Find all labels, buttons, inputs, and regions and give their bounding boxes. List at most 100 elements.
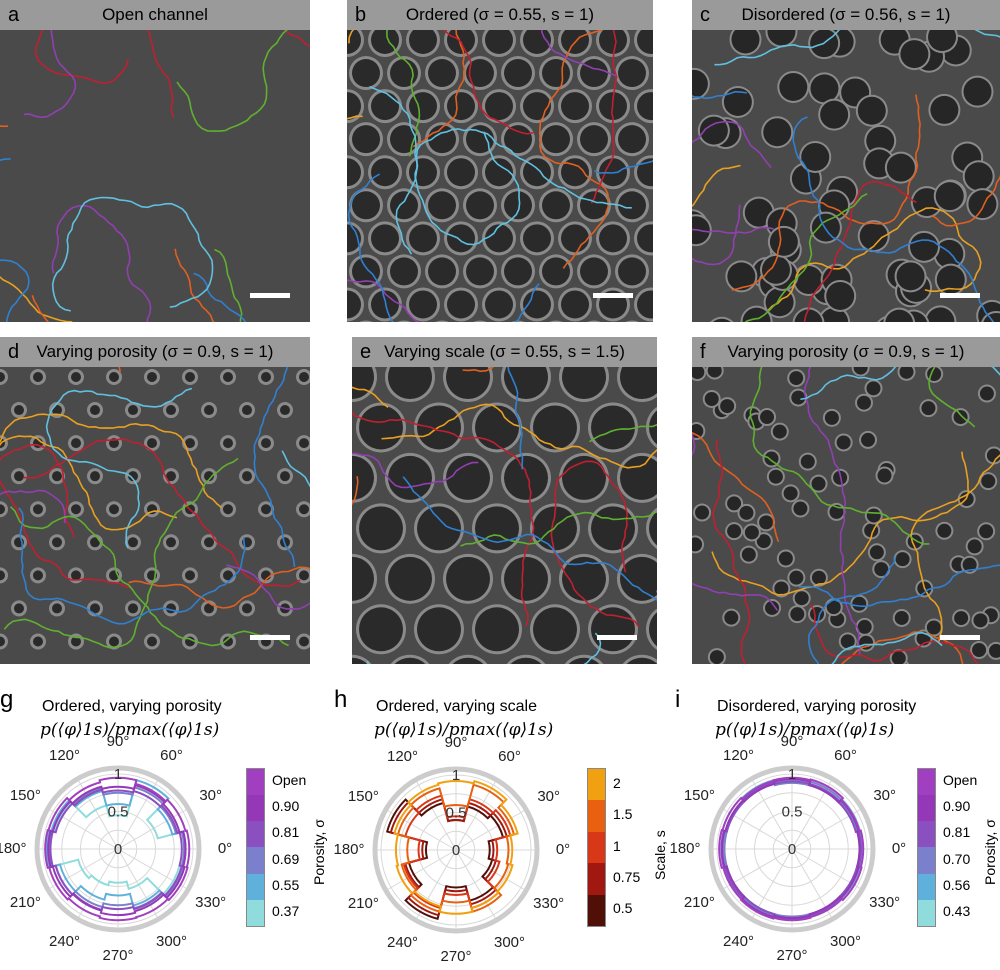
trajectory [53, 198, 213, 311]
colorbar-label: 0.37 [272, 903, 299, 919]
colorbar-label: 0.55 [272, 877, 299, 893]
colorbar-swatch [918, 795, 935, 821]
colorbar-label: 0.75 [613, 869, 640, 885]
trajectory [0, 367, 120, 372]
radial-tick: 0.5 [782, 804, 803, 821]
colorbar-title: Porosity, σ [982, 819, 998, 885]
colorbar-swatch [588, 895, 605, 926]
colorbar-label: 1.5 [613, 806, 632, 822]
colorbar-swatch [588, 832, 605, 863]
scale-bar [250, 635, 290, 640]
colorbar-label: 0.5 [613, 900, 632, 916]
colorbar-title: Porosity, σ [311, 819, 327, 885]
panel-title: Varying scale (σ = 0.55, s = 1.5) [352, 337, 657, 367]
angle-tick: 30° [867, 787, 903, 804]
colorbar-title: Scale, s [652, 830, 668, 880]
angle-tick: 90° [100, 733, 136, 750]
panel-letter: i [675, 686, 680, 714]
angle-tick: 150° [681, 787, 717, 804]
radial-tick: 0 [452, 842, 460, 859]
radial-tick: 0 [114, 841, 122, 858]
micrograph-image [692, 367, 1000, 664]
micrograph-image [0, 367, 310, 664]
angle-tick: 60° [492, 748, 528, 765]
colorbar-label: 0.90 [943, 798, 970, 814]
scale-bar [940, 635, 980, 640]
angle-tick: 90° [438, 734, 474, 751]
trajectory [215, 250, 273, 322]
angle-tick: 90° [774, 733, 810, 750]
chart-title: Ordered, varying porosity [42, 698, 222, 716]
angle-tick: 60° [154, 747, 190, 764]
angle-tick: 120° [47, 747, 83, 764]
angle-tick: 150° [7, 787, 43, 804]
radial-tick: 0 [788, 841, 796, 858]
colorbar-swatch [247, 821, 264, 847]
angle-tick: 180° [667, 840, 703, 857]
chart-title: Disordered, varying porosity [717, 698, 916, 716]
colorbar-label: 0.69 [272, 851, 299, 867]
angle-tick: 180° [331, 841, 367, 858]
colorbar-swatch [247, 847, 264, 873]
angle-tick: 300° [492, 934, 528, 951]
trajectory [24, 30, 127, 117]
angle-tick: 330° [193, 894, 229, 911]
scale-bar [597, 635, 637, 640]
colorbar-swatch [247, 900, 264, 926]
panel-title: Varying porosity (σ = 0.9, s = 1) [0, 337, 310, 367]
polar-plot: 00.51 [672, 729, 912, 969]
scale-bar [940, 293, 980, 298]
panel-letter: h [334, 686, 347, 714]
colorbar-swatch [588, 769, 605, 800]
polar-plot: 00.51 [0, 729, 238, 969]
micrograph-image [352, 367, 657, 664]
angle-tick: 270° [438, 948, 474, 965]
angle-tick: 120° [721, 747, 757, 764]
micrograph-image [347, 30, 653, 322]
colorbar-label: Open [943, 772, 977, 788]
angle-tick: 60° [828, 747, 864, 764]
angle-tick: 300° [154, 933, 190, 950]
colorbar [246, 768, 265, 927]
radial-tick: 0.5 [446, 805, 467, 822]
colorbar-swatch [247, 795, 264, 821]
trajectory [0, 72, 8, 217]
colorbar-swatch [918, 847, 935, 873]
scale-bar [593, 293, 633, 298]
angle-tick: 330° [867, 894, 903, 911]
trajectory [0, 220, 72, 322]
colorbar [587, 768, 606, 927]
colorbar-label: 0.56 [943, 877, 970, 893]
chart-title: Ordered, varying scale [376, 698, 537, 716]
angle-tick: 180° [0, 840, 29, 857]
angle-tick: 210° [345, 895, 381, 912]
colorbar-label: 0.90 [272, 798, 299, 814]
scale-bar [250, 293, 290, 298]
trajectory [0, 159, 29, 322]
angle-tick: 240° [721, 933, 757, 950]
colorbar-label: 0.70 [943, 851, 970, 867]
trajectory [285, 30, 310, 233]
colorbar-label: 2 [613, 775, 621, 791]
panel-title: Varying porosity (σ = 0.9, s = 1) [692, 337, 1000, 367]
colorbar-label: 0.43 [943, 903, 970, 919]
colorbar-swatch [588, 800, 605, 831]
polar-plot: 00.51 [336, 730, 576, 970]
colorbar-swatch [247, 769, 264, 795]
angle-tick: 0° [207, 840, 243, 857]
radial-tick: 1 [788, 766, 796, 783]
angle-tick: 120° [385, 748, 421, 765]
panel-title: Disordered (σ = 0.56, s = 1) [692, 0, 1000, 30]
angle-tick: 240° [385, 934, 421, 951]
